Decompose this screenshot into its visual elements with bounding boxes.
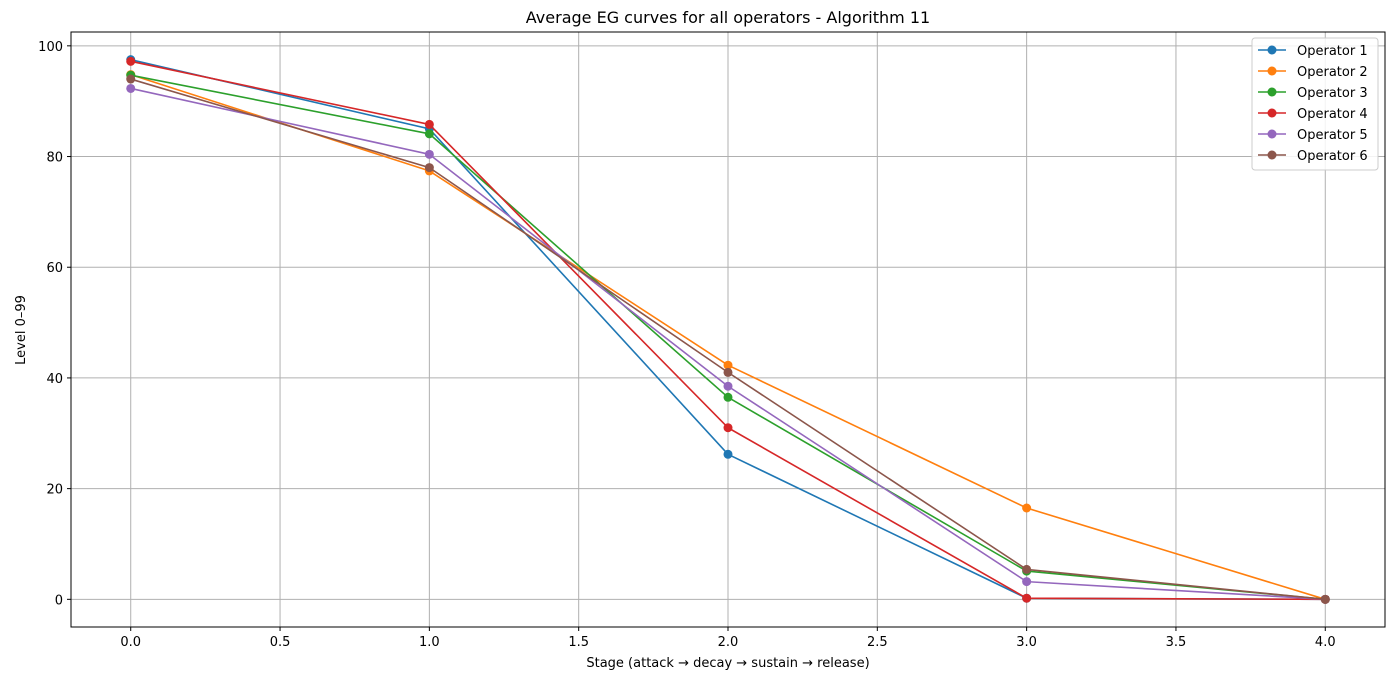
data-point — [424, 163, 434, 173]
grid-lines — [71, 32, 1385, 627]
data-point — [723, 367, 733, 377]
data-point — [723, 392, 733, 402]
y-axis-ticks: 0 20 40 60 80 100 — [38, 40, 71, 608]
data-point — [723, 360, 733, 370]
data-point — [1022, 593, 1032, 603]
data-point — [424, 129, 434, 139]
legend-label: Operator 1 — [1297, 44, 1368, 59]
data-point — [1320, 594, 1330, 604]
legend-label: Operator 2 — [1297, 65, 1368, 80]
x-tick-label: 2.5 — [867, 635, 888, 650]
legend-marker — [1267, 108, 1277, 118]
y-tick-label: 60 — [46, 261, 63, 276]
legend-item: Operator 1 — [1258, 44, 1368, 59]
x-tick-label: 0.5 — [270, 635, 291, 650]
data-point — [424, 149, 434, 159]
x-tick-label: 3.5 — [1166, 635, 1187, 650]
data-point — [1022, 564, 1032, 574]
legend-marker — [1267, 87, 1277, 97]
y-tick-label: 100 — [38, 40, 63, 55]
data-point — [723, 381, 733, 391]
series-operator-3 — [126, 70, 1330, 604]
y-tick-label: 20 — [46, 483, 63, 498]
data-point — [723, 449, 733, 459]
legend-label: Operator 3 — [1297, 86, 1368, 101]
y-tick-label: 40 — [46, 372, 63, 387]
legend-marker — [1267, 66, 1277, 76]
legend-item: Operator 2 — [1258, 65, 1368, 80]
legend-label: Operator 6 — [1297, 149, 1368, 164]
legend-item: Operator 4 — [1258, 107, 1368, 122]
legend-item: Operator 5 — [1258, 128, 1368, 143]
data-point — [723, 423, 733, 433]
data-point — [1022, 503, 1032, 513]
legend-marker — [1267, 45, 1277, 55]
legend-label: Operator 5 — [1297, 128, 1368, 143]
x-axis-ticks: 0.0 0.5 1.0 1.5 2.0 2.5 3.0 3.5 4.0 — [120, 627, 1336, 650]
legend-item: Operator 6 — [1258, 149, 1368, 164]
series-lines — [126, 55, 1330, 604]
x-tick-label: 1.5 — [568, 635, 589, 650]
x-tick-label: 2.0 — [718, 635, 739, 650]
series-operator-6 — [126, 74, 1330, 604]
x-tick-label: 4.0 — [1315, 635, 1336, 650]
data-point — [1022, 577, 1032, 587]
x-axis-label: Stage (attack → decay → sustain → releas… — [586, 656, 869, 671]
x-tick-label: 0.0 — [120, 635, 141, 650]
series-operator-4 — [126, 56, 1330, 604]
legend-label: Operator 4 — [1297, 107, 1368, 122]
chart-title: Average EG curves for all operators - Al… — [526, 8, 930, 27]
data-point — [126, 74, 136, 84]
x-tick-label: 1.0 — [419, 635, 440, 650]
y-tick-label: 0 — [55, 593, 63, 608]
legend-marker — [1267, 129, 1277, 139]
legend-item: Operator 3 — [1258, 86, 1368, 101]
x-tick-label: 3.0 — [1016, 635, 1037, 650]
data-point — [424, 119, 434, 129]
data-point — [126, 56, 136, 66]
y-tick-label: 80 — [46, 151, 63, 166]
legend-marker — [1267, 150, 1277, 160]
data-point — [126, 83, 136, 93]
legend: Operator 1 Operator 2 Operator 3 Operator 4… — [1251, 37, 1379, 171]
y-axis-label: Level 0–99 — [14, 295, 29, 365]
